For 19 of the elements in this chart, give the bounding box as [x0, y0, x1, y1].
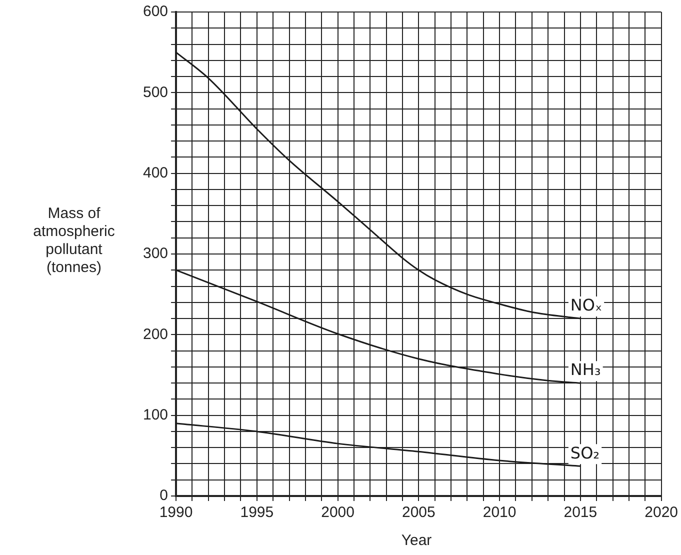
y-tick-label: 0: [160, 487, 168, 504]
y-tick-label: 100: [142, 406, 168, 424]
y-tick-label: 200: [142, 326, 168, 343]
y-tick-label: 400: [142, 164, 168, 182]
y-axis-title: Mass of atmospheric pollutant (tonnes): [32, 205, 116, 277]
x-tick-label: 2000: [321, 504, 354, 522]
series-label: NOₓ: [570, 296, 602, 315]
x-tick-label: 2005: [402, 504, 436, 522]
x-tick-label: 1995: [240, 504, 274, 522]
y-tick-label: 300: [142, 245, 168, 262]
x-tick-label: 2020: [644, 504, 678, 522]
x-tick-label: 1990: [159, 504, 193, 522]
series-label: SO₂: [570, 443, 600, 462]
x-tick-label: 2010: [482, 504, 516, 522]
y-tick-label: 600: [142, 3, 168, 20]
series-label: NH₃: [570, 360, 601, 380]
x-tick-label: 2015: [564, 504, 598, 522]
x-axis-title: Year: [400, 532, 433, 549]
y-tick-label: 500: [142, 84, 168, 101]
